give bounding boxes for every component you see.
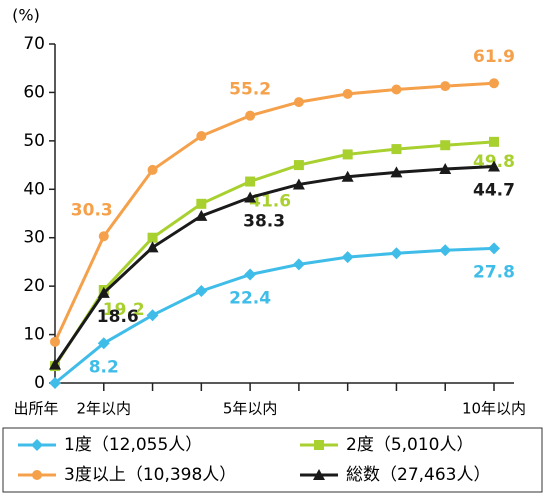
marker [147,232,158,243]
marker [97,286,110,298]
marker [489,78,499,89]
marker [49,358,61,370]
data-label: 27.8 [473,262,515,282]
marker [440,140,451,151]
marker [146,309,159,322]
legend-label: 3度以上（10,398人） [64,465,236,485]
legend-label: 1度（12,055人） [64,435,202,455]
marker [489,136,499,147]
data-label: 61.9 [473,47,515,67]
legend-label: 総数（27,463人） [346,465,490,485]
series-line [53,140,495,367]
y-tick-label: 40 [23,179,45,199]
marker [245,176,256,187]
marker [293,160,304,171]
marker [341,251,354,264]
marker [391,144,402,155]
marker [147,164,158,175]
data-label: 8.2 [89,357,119,377]
marker [195,284,208,297]
x-tick-label: 出所年 [13,400,58,418]
marker [293,97,304,108]
y-tick-label: 60 [23,82,45,102]
marker [195,209,208,221]
y-tick-label: 10 [23,325,45,345]
marker [488,242,500,255]
marker [439,244,452,257]
y-axis-label: (%) [12,6,40,25]
x-tick-label: 5年以内 [223,400,278,418]
y-tick-label: 20 [23,276,45,296]
marker [196,198,207,209]
series-line [54,246,495,385]
data-label: 55.2 [229,80,271,100]
y-tick-label: 70 [23,34,45,54]
data-label: 18.6 [97,307,139,327]
marker [196,131,207,142]
legend-box [2,427,543,493]
marker [49,377,61,389]
marker [439,162,452,174]
marker [97,337,110,350]
marker [391,84,402,95]
y-tick-label: 30 [23,228,45,248]
marker [390,247,403,260]
data-label: 22.4 [229,289,271,309]
marker [292,258,305,271]
marker [292,178,305,190]
x-tick-label: 10年以内 [462,400,526,418]
y-tick-label: 50 [23,131,45,151]
data-label: 30.3 [71,200,113,220]
x-tick-label: 2年以内 [77,400,132,418]
data-label: 38.3 [243,212,285,232]
series-line [53,81,495,343]
marker [342,88,353,99]
marker [50,336,60,347]
marker [390,166,403,178]
marker [146,241,159,253]
marker [341,170,354,182]
marker [245,110,256,121]
marker [313,469,325,480]
y-tick-label: 0 [34,373,45,393]
marker [440,81,451,92]
series-line [53,165,495,366]
data-label: 44.7 [473,181,515,201]
marker [244,191,257,203]
marker [98,231,109,242]
data-label: 41.6 [249,192,291,212]
data-label: 19.2 [103,300,145,320]
marker [244,268,257,281]
marker [314,440,324,450]
legend-label: 2度（5,010人） [346,435,473,455]
marker [342,149,353,160]
marker [488,160,500,172]
marker [31,439,43,451]
marker [32,470,42,480]
